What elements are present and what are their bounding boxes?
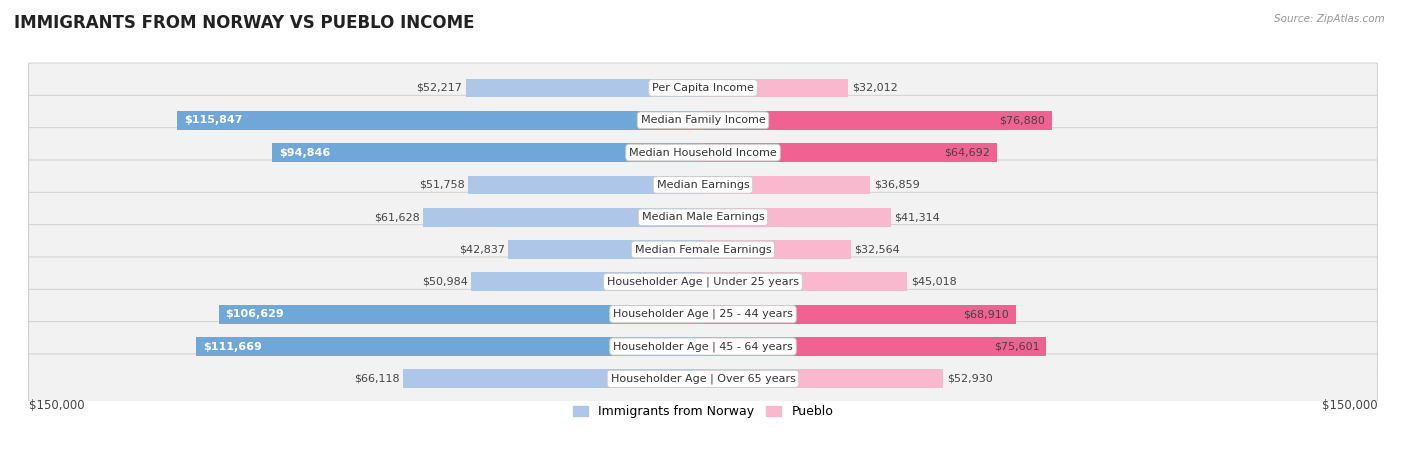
FancyBboxPatch shape — [28, 63, 1378, 113]
Text: Source: ZipAtlas.com: Source: ZipAtlas.com — [1274, 14, 1385, 24]
FancyBboxPatch shape — [471, 272, 703, 291]
FancyBboxPatch shape — [465, 78, 703, 97]
FancyBboxPatch shape — [468, 176, 703, 194]
Text: Householder Age | Over 65 years: Householder Age | Over 65 years — [610, 374, 796, 384]
Text: $150,000: $150,000 — [28, 399, 84, 412]
Text: Householder Age | Under 25 years: Householder Age | Under 25 years — [607, 276, 799, 287]
FancyBboxPatch shape — [28, 354, 1378, 404]
Legend: Immigrants from Norway, Pueblo: Immigrants from Norway, Pueblo — [568, 400, 838, 423]
FancyBboxPatch shape — [195, 337, 703, 356]
Text: $52,930: $52,930 — [946, 374, 993, 384]
Text: Householder Age | 45 - 64 years: Householder Age | 45 - 64 years — [613, 341, 793, 352]
FancyBboxPatch shape — [703, 143, 997, 162]
FancyBboxPatch shape — [703, 305, 1017, 324]
FancyBboxPatch shape — [423, 208, 703, 226]
Text: $150,000: $150,000 — [1322, 399, 1378, 412]
FancyBboxPatch shape — [703, 78, 848, 97]
Text: $76,880: $76,880 — [1000, 115, 1045, 125]
Text: IMMIGRANTS FROM NORWAY VS PUEBLO INCOME: IMMIGRANTS FROM NORWAY VS PUEBLO INCOME — [14, 14, 475, 32]
FancyBboxPatch shape — [219, 305, 703, 324]
FancyBboxPatch shape — [28, 225, 1378, 275]
FancyBboxPatch shape — [402, 369, 703, 388]
FancyBboxPatch shape — [703, 111, 1052, 130]
Text: $50,984: $50,984 — [422, 277, 468, 287]
Text: $106,629: $106,629 — [225, 309, 284, 319]
Text: $94,846: $94,846 — [280, 148, 330, 157]
FancyBboxPatch shape — [28, 160, 1378, 210]
Text: $64,692: $64,692 — [943, 148, 990, 157]
Text: $45,018: $45,018 — [911, 277, 956, 287]
FancyBboxPatch shape — [28, 257, 1378, 307]
FancyBboxPatch shape — [703, 240, 851, 259]
Text: $32,564: $32,564 — [855, 245, 900, 255]
Text: Median Earnings: Median Earnings — [657, 180, 749, 190]
Text: $32,012: $32,012 — [852, 83, 897, 93]
Text: $36,859: $36,859 — [873, 180, 920, 190]
Text: $42,837: $42,837 — [460, 245, 505, 255]
Text: $61,628: $61,628 — [374, 212, 420, 222]
Text: $68,910: $68,910 — [963, 309, 1010, 319]
FancyBboxPatch shape — [703, 208, 890, 226]
Text: $41,314: $41,314 — [894, 212, 939, 222]
FancyBboxPatch shape — [28, 322, 1378, 371]
FancyBboxPatch shape — [28, 289, 1378, 339]
Text: Median Male Earnings: Median Male Earnings — [641, 212, 765, 222]
Text: Median Family Income: Median Family Income — [641, 115, 765, 125]
FancyBboxPatch shape — [28, 192, 1378, 242]
Text: $66,118: $66,118 — [354, 374, 399, 384]
FancyBboxPatch shape — [703, 272, 907, 291]
Text: $115,847: $115,847 — [184, 115, 242, 125]
Text: $111,669: $111,669 — [202, 341, 262, 352]
Text: $52,217: $52,217 — [416, 83, 463, 93]
Text: Householder Age | 25 - 44 years: Householder Age | 25 - 44 years — [613, 309, 793, 319]
Text: $75,601: $75,601 — [994, 341, 1039, 352]
Text: Median Female Earnings: Median Female Earnings — [634, 245, 772, 255]
FancyBboxPatch shape — [28, 95, 1378, 145]
FancyBboxPatch shape — [273, 143, 703, 162]
Text: $51,758: $51,758 — [419, 180, 464, 190]
Text: Per Capita Income: Per Capita Income — [652, 83, 754, 93]
Text: Median Household Income: Median Household Income — [628, 148, 778, 157]
FancyBboxPatch shape — [703, 369, 943, 388]
FancyBboxPatch shape — [177, 111, 703, 130]
FancyBboxPatch shape — [703, 337, 1046, 356]
FancyBboxPatch shape — [703, 176, 870, 194]
FancyBboxPatch shape — [509, 240, 703, 259]
FancyBboxPatch shape — [28, 127, 1378, 177]
